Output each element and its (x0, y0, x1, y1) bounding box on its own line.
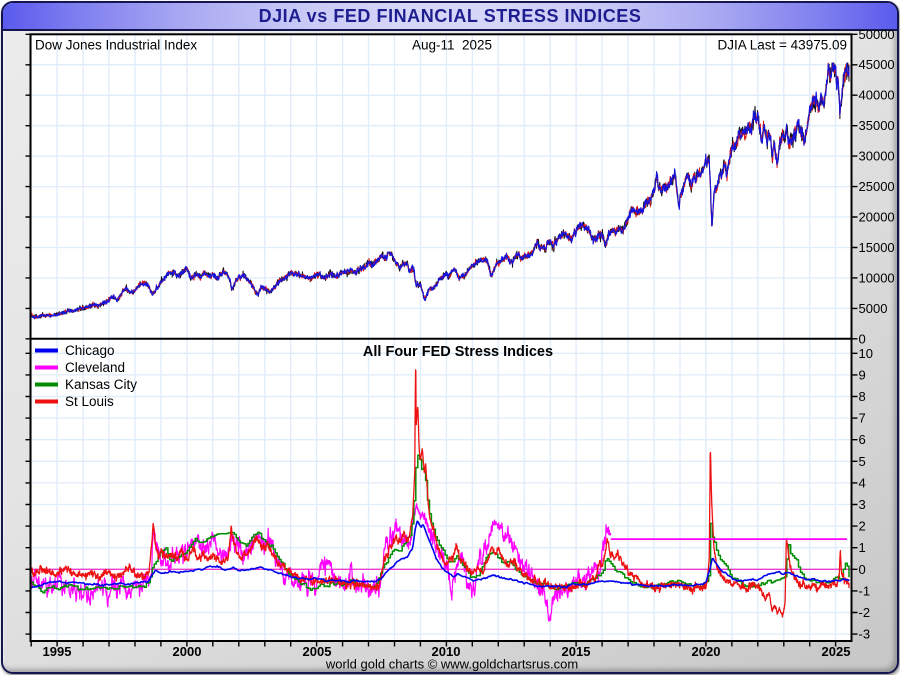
svg-text:2: 2 (859, 519, 866, 534)
svg-text:2010: 2010 (432, 644, 461, 659)
svg-text:St Louis: St Louis (65, 394, 114, 409)
svg-text:2020: 2020 (692, 644, 721, 659)
svg-text:DJIA Last = 43975.09: DJIA Last = 43975.09 (718, 38, 847, 53)
svg-text:9: 9 (859, 367, 866, 382)
svg-text:7: 7 (859, 411, 866, 426)
svg-text:3: 3 (859, 497, 866, 512)
svg-text:1995: 1995 (43, 644, 72, 659)
svg-text:-3: -3 (859, 627, 871, 642)
svg-text:Chicago: Chicago (65, 343, 115, 358)
svg-text:40000: 40000 (859, 88, 895, 103)
svg-text:Kansas City: Kansas City (65, 377, 137, 392)
svg-text:All Four FED Stress Indices: All Four FED Stress Indices (363, 344, 553, 360)
svg-text:5000: 5000 (859, 301, 888, 316)
svg-text:world gold charts © www.goldch: world gold charts © www.goldchartsrus.co… (325, 657, 578, 672)
svg-text:4: 4 (859, 475, 866, 490)
svg-text:5: 5 (859, 454, 866, 469)
svg-text:25000: 25000 (859, 179, 895, 194)
svg-text:Dow Jones Industrial Index: Dow Jones Industrial Index (35, 38, 197, 53)
svg-text:2015: 2015 (562, 644, 591, 659)
svg-text:2000: 2000 (173, 644, 202, 659)
svg-text:30000: 30000 (859, 149, 895, 164)
svg-text:Cleveland: Cleveland (65, 360, 125, 375)
svg-text:-2: -2 (859, 605, 871, 620)
svg-text:-1: -1 (859, 583, 871, 598)
svg-text:Aug-11 2025: Aug-11 2025 (412, 38, 492, 53)
svg-text:0: 0 (859, 331, 866, 346)
svg-text:0: 0 (859, 562, 866, 577)
svg-text:10: 10 (859, 346, 873, 361)
svg-text:2025: 2025 (822, 644, 851, 659)
svg-text:20000: 20000 (859, 210, 895, 225)
svg-text:1: 1 (859, 540, 866, 555)
svg-text:8: 8 (859, 389, 866, 404)
svg-text:2005: 2005 (303, 644, 332, 659)
svg-text:50000: 50000 (859, 27, 895, 42)
svg-text:35000: 35000 (859, 118, 895, 133)
svg-text:45000: 45000 (859, 57, 895, 72)
svg-text:6: 6 (859, 432, 866, 447)
svg-text:10000: 10000 (859, 270, 895, 285)
svg-text:15000: 15000 (859, 240, 895, 255)
